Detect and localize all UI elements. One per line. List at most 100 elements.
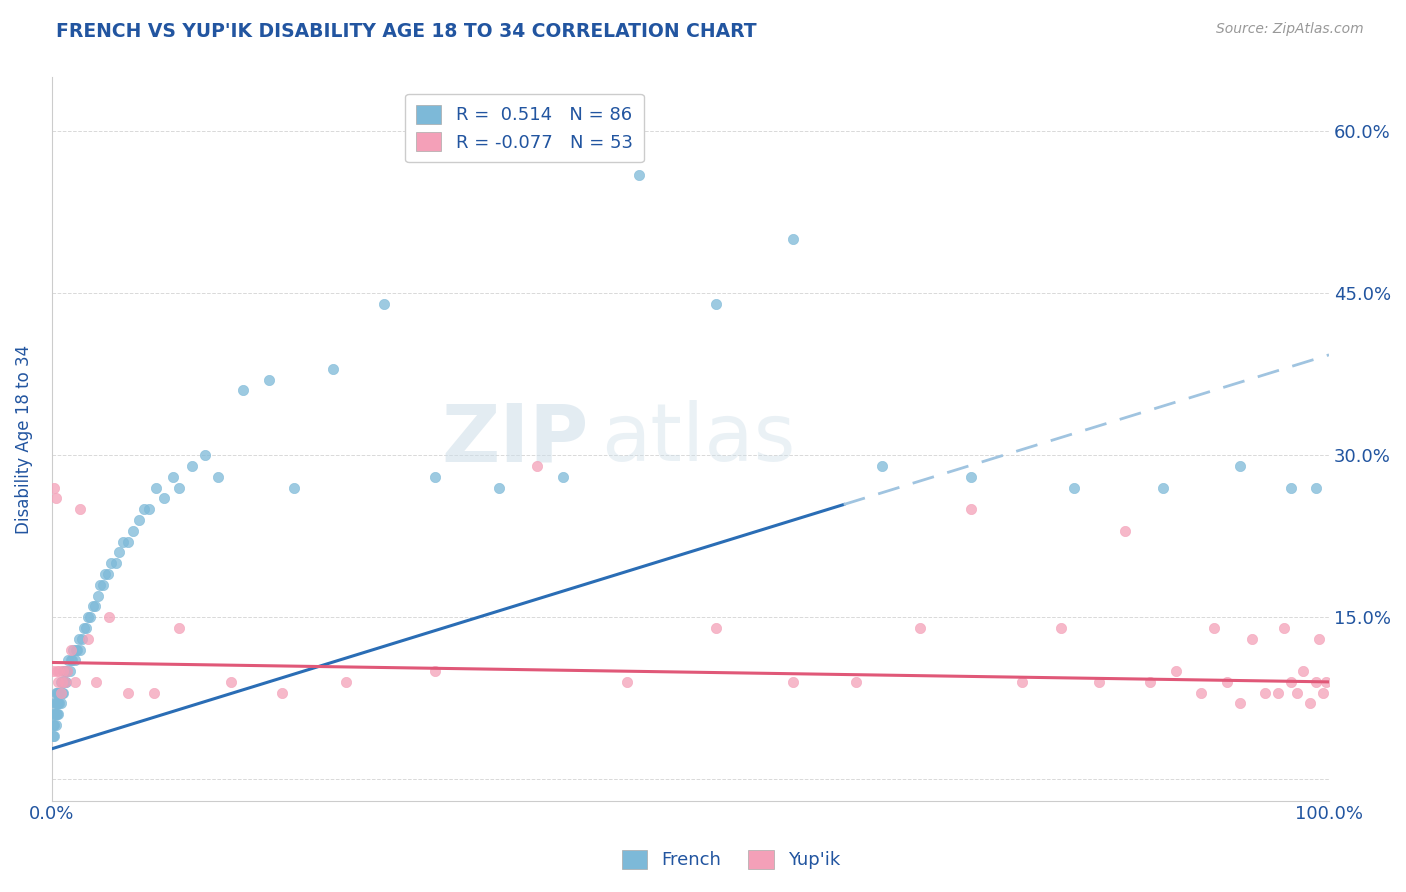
Point — [44, 697, 66, 711]
Point — [153, 491, 176, 506]
Point — [69, 502, 91, 516]
Point — [142, 686, 165, 700]
Point — [45, 718, 67, 732]
Point — [960, 502, 983, 516]
Point — [45, 686, 67, 700]
Point — [63, 674, 86, 689]
Point — [960, 470, 983, 484]
Point — [73, 621, 96, 635]
Point — [66, 642, 89, 657]
Point — [48, 686, 70, 700]
Point — [169, 481, 191, 495]
Point — [58, 653, 80, 667]
Point — [42, 718, 65, 732]
Point — [1267, 686, 1289, 700]
Point — [257, 373, 280, 387]
Point — [145, 481, 167, 495]
Point — [56, 664, 79, 678]
Point — [59, 664, 82, 678]
Point — [122, 524, 145, 538]
Point — [1189, 686, 1212, 700]
Point — [49, 674, 72, 689]
Point — [91, 578, 114, 592]
Text: Source: ZipAtlas.com: Source: ZipAtlas.com — [1216, 22, 1364, 37]
Point — [48, 697, 70, 711]
Point — [1164, 664, 1187, 678]
Point — [1152, 481, 1174, 495]
Point — [55, 674, 77, 689]
Point — [44, 729, 66, 743]
Point — [46, 697, 69, 711]
Point — [207, 470, 229, 484]
Point — [108, 545, 131, 559]
Point — [1139, 674, 1161, 689]
Point — [51, 674, 73, 689]
Point — [1229, 697, 1251, 711]
Point — [270, 686, 292, 700]
Point — [45, 697, 67, 711]
Point — [117, 534, 139, 549]
Point — [181, 458, 204, 473]
Text: atlas: atlas — [600, 400, 796, 478]
Point — [117, 686, 139, 700]
Point — [1202, 621, 1225, 635]
Point — [423, 664, 446, 678]
Point — [169, 621, 191, 635]
Point — [870, 458, 893, 473]
Point — [1305, 674, 1327, 689]
Point — [128, 513, 150, 527]
Point — [97, 566, 120, 581]
Y-axis label: Disability Age 18 to 34: Disability Age 18 to 34 — [15, 344, 32, 533]
Point — [98, 610, 121, 624]
Point — [1049, 621, 1071, 635]
Point — [48, 664, 70, 678]
Point — [283, 481, 305, 495]
Point — [45, 664, 67, 678]
Point — [45, 707, 67, 722]
Legend: R =  0.514   N = 86, R = -0.077   N = 53: R = 0.514 N = 86, R = -0.077 N = 53 — [405, 94, 644, 162]
Point — [322, 362, 344, 376]
Point — [1315, 674, 1337, 689]
Point — [100, 556, 122, 570]
Point — [112, 534, 135, 549]
Point — [60, 653, 83, 667]
Point — [335, 674, 357, 689]
Point — [1088, 674, 1111, 689]
Point — [910, 621, 932, 635]
Point — [42, 664, 65, 678]
Point — [49, 686, 72, 700]
Point — [1279, 481, 1302, 495]
Point — [44, 718, 66, 732]
Point — [1299, 697, 1322, 711]
Point — [104, 556, 127, 570]
Point — [87, 589, 110, 603]
Point — [63, 653, 86, 667]
Point — [72, 632, 94, 646]
Point — [551, 470, 574, 484]
Point — [1241, 632, 1264, 646]
Point — [94, 566, 117, 581]
Point — [423, 470, 446, 484]
Point — [65, 642, 87, 657]
Point — [138, 502, 160, 516]
Point — [1114, 524, 1136, 538]
Point — [69, 642, 91, 657]
Point — [162, 470, 184, 484]
Point — [45, 686, 67, 700]
Point — [628, 168, 651, 182]
Point — [44, 481, 66, 495]
Point — [232, 384, 254, 398]
Point — [62, 642, 84, 657]
Point — [45, 491, 67, 506]
Point — [132, 502, 155, 516]
Text: ZIP: ZIP — [441, 400, 588, 478]
Legend: French, Yup'ik: French, Yup'ik — [613, 840, 849, 879]
Point — [52, 686, 75, 700]
Point — [219, 674, 242, 689]
Point — [1011, 674, 1033, 689]
Point — [1312, 686, 1334, 700]
Point — [59, 642, 82, 657]
Point — [44, 707, 66, 722]
Point — [49, 697, 72, 711]
Point — [52, 664, 75, 678]
